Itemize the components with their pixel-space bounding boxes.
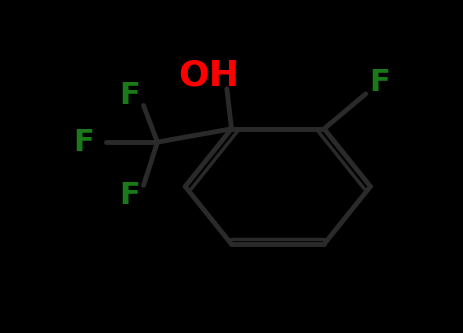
Text: OH: OH [178, 59, 239, 93]
Text: F: F [119, 81, 140, 110]
Text: F: F [119, 181, 140, 210]
Text: F: F [369, 68, 390, 97]
Text: F: F [73, 128, 94, 157]
